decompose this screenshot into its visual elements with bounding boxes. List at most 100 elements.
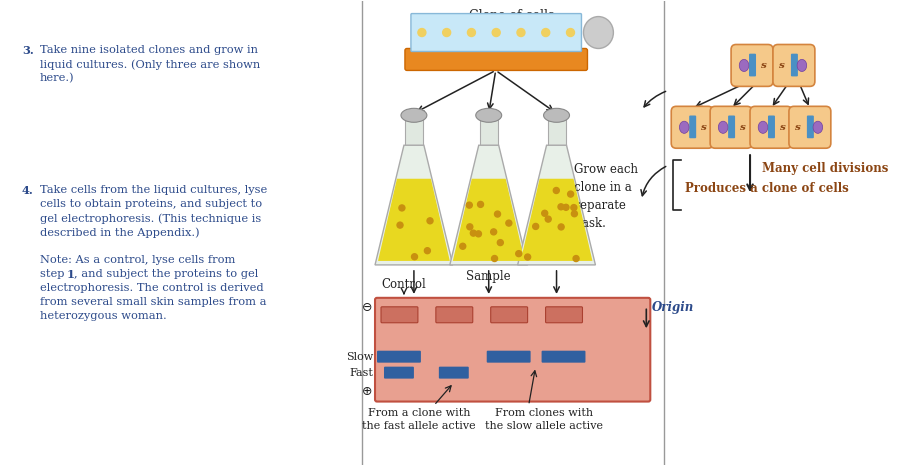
Circle shape — [533, 223, 538, 229]
Text: Clone of cells: Clone of cells — [469, 8, 554, 21]
FancyBboxPatch shape — [789, 106, 831, 148]
Text: ⊖: ⊖ — [361, 302, 372, 314]
Text: described in the Appendix.): described in the Appendix.) — [40, 227, 199, 238]
Text: Origin: Origin — [652, 302, 694, 314]
Text: s: s — [780, 123, 786, 132]
Polygon shape — [517, 145, 596, 265]
Polygon shape — [405, 115, 423, 145]
Text: s: s — [740, 123, 746, 132]
FancyBboxPatch shape — [411, 14, 582, 51]
Circle shape — [553, 187, 560, 193]
Circle shape — [517, 28, 525, 36]
Text: Sample: Sample — [467, 270, 511, 283]
Ellipse shape — [476, 108, 502, 122]
Circle shape — [494, 211, 501, 217]
Polygon shape — [378, 179, 450, 261]
Ellipse shape — [739, 59, 749, 71]
Text: here.): here.) — [40, 74, 75, 84]
Text: 4.: 4. — [22, 185, 34, 196]
Circle shape — [467, 28, 476, 36]
FancyBboxPatch shape — [375, 298, 650, 402]
FancyBboxPatch shape — [749, 54, 756, 76]
Circle shape — [506, 220, 512, 226]
Circle shape — [491, 255, 498, 261]
Text: Grow each
clone in a
separate
flask.: Grow each clone in a separate flask. — [574, 163, 639, 230]
Text: s: s — [795, 123, 800, 132]
Polygon shape — [453, 179, 525, 261]
Text: heterozygous woman.: heterozygous woman. — [40, 311, 167, 321]
FancyBboxPatch shape — [671, 106, 713, 148]
Text: cells to obtain proteins, and subject to: cells to obtain proteins, and subject to — [40, 199, 262, 209]
FancyBboxPatch shape — [384, 367, 414, 378]
FancyBboxPatch shape — [710, 106, 752, 148]
Text: gel electrophoresis. (This technique is: gel electrophoresis. (This technique is — [40, 213, 261, 224]
Circle shape — [515, 251, 522, 257]
Circle shape — [467, 224, 473, 230]
Ellipse shape — [798, 59, 807, 71]
Text: Take nine isolated clones and grow in: Take nine isolated clones and grow in — [40, 46, 258, 55]
Text: Slow: Slow — [346, 352, 373, 362]
Circle shape — [443, 28, 451, 36]
Text: s: s — [779, 61, 785, 70]
Circle shape — [399, 205, 405, 211]
Text: From a clone with: From a clone with — [368, 408, 470, 418]
Polygon shape — [521, 179, 593, 261]
Circle shape — [545, 216, 551, 222]
Ellipse shape — [758, 121, 768, 133]
FancyBboxPatch shape — [731, 44, 773, 86]
Text: Take cells from the liquid cultures, lyse: Take cells from the liquid cultures, lys… — [40, 185, 267, 195]
FancyBboxPatch shape — [436, 307, 473, 323]
Circle shape — [558, 204, 564, 210]
FancyBboxPatch shape — [405, 48, 587, 70]
Circle shape — [491, 229, 497, 235]
Ellipse shape — [584, 17, 613, 48]
Polygon shape — [375, 145, 453, 265]
Circle shape — [478, 201, 483, 207]
Polygon shape — [479, 115, 498, 145]
Text: , and subject the proteins to gel: , and subject the proteins to gel — [74, 269, 258, 279]
Circle shape — [418, 28, 426, 36]
Text: step: step — [40, 269, 68, 279]
FancyBboxPatch shape — [773, 44, 815, 86]
Text: the slow allele active: the slow allele active — [485, 420, 603, 431]
Text: Fast: Fast — [349, 368, 373, 377]
Circle shape — [492, 28, 501, 36]
Ellipse shape — [680, 121, 689, 133]
Circle shape — [566, 28, 574, 36]
FancyBboxPatch shape — [381, 307, 418, 323]
Circle shape — [568, 191, 573, 197]
Circle shape — [497, 240, 503, 246]
Ellipse shape — [401, 108, 427, 122]
Text: 3.: 3. — [22, 46, 34, 56]
Polygon shape — [548, 115, 565, 145]
Text: From clones with: From clones with — [494, 408, 593, 418]
FancyBboxPatch shape — [439, 367, 468, 378]
Text: Control: Control — [382, 278, 426, 291]
Polygon shape — [450, 145, 527, 265]
Circle shape — [563, 204, 569, 210]
Circle shape — [460, 243, 466, 249]
Text: Many cell divisions: Many cell divisions — [762, 162, 889, 175]
Text: electrophoresis. The control is derived: electrophoresis. The control is derived — [40, 283, 264, 293]
Circle shape — [467, 202, 472, 208]
Ellipse shape — [718, 121, 727, 133]
FancyBboxPatch shape — [487, 351, 530, 363]
Circle shape — [470, 230, 477, 236]
Text: liquid cultures. (Only three are shown: liquid cultures. (Only three are shown — [40, 60, 260, 70]
Text: from several small skin samples from a: from several small skin samples from a — [40, 297, 266, 307]
Ellipse shape — [813, 121, 822, 133]
FancyBboxPatch shape — [728, 116, 735, 138]
Text: Note: As a control, lyse cells from: Note: As a control, lyse cells from — [40, 255, 235, 265]
Text: Produces a clone of cells: Produces a clone of cells — [685, 182, 849, 195]
FancyBboxPatch shape — [541, 351, 585, 363]
FancyBboxPatch shape — [491, 307, 527, 323]
Circle shape — [571, 205, 577, 211]
Circle shape — [411, 254, 418, 260]
FancyBboxPatch shape — [546, 307, 583, 323]
Circle shape — [572, 211, 577, 217]
Circle shape — [397, 222, 403, 228]
Text: the fast allele active: the fast allele active — [362, 420, 476, 431]
FancyBboxPatch shape — [807, 116, 814, 138]
Ellipse shape — [544, 108, 570, 122]
Circle shape — [427, 218, 433, 224]
